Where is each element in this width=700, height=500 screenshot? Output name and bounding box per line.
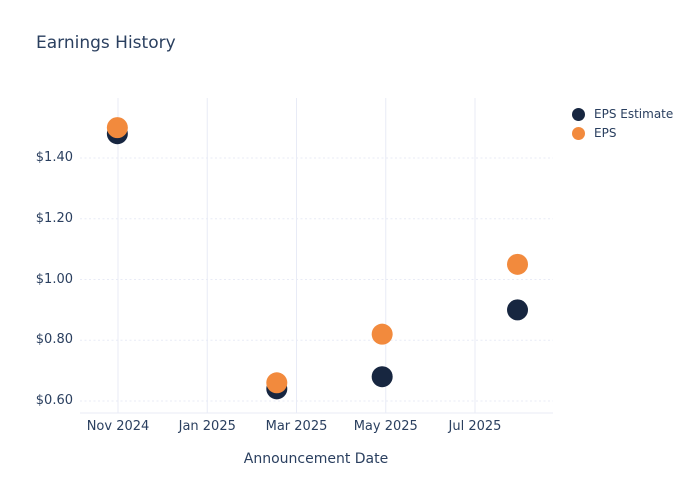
x-tick-label: Jul 2025 xyxy=(448,419,502,434)
marker-eps[interactable] xyxy=(106,117,128,139)
legend-label-eps-estimate: EPS Estimate xyxy=(594,107,674,121)
legend-item-eps-estimate[interactable]: EPS Estimate xyxy=(572,105,673,123)
marker-eps-estimate[interactable] xyxy=(371,366,393,388)
marker-eps-estimate[interactable] xyxy=(507,299,529,321)
y-tick-label: $1.40 xyxy=(35,150,73,165)
legend-label-eps: EPS xyxy=(594,126,617,140)
legend: EPS Estimate EPS xyxy=(572,105,673,143)
x-tick-label: Mar 2025 xyxy=(265,419,328,434)
y-tick-label: $0.80 xyxy=(35,332,73,348)
x-tick-label: Jan 2025 xyxy=(178,419,236,434)
y-tick-label: $0.60 xyxy=(35,393,73,408)
x-tick-label: Nov 2024 xyxy=(86,419,150,434)
marker-eps[interactable] xyxy=(266,372,288,394)
marker-eps[interactable] xyxy=(507,253,529,275)
eps-estimate-marker-icon xyxy=(572,107,585,121)
chart-title: Earnings History xyxy=(36,33,176,53)
y-tick-label: $1.20 xyxy=(35,210,73,226)
y-tick-label: $1.00 xyxy=(35,271,73,287)
x-tick-label: May 2025 xyxy=(353,419,418,434)
x-axis-title: Announcement Date xyxy=(243,451,389,467)
legend-item-eps[interactable]: EPS xyxy=(572,124,673,142)
eps-marker-icon xyxy=(572,126,585,140)
marker-eps[interactable] xyxy=(371,323,393,345)
